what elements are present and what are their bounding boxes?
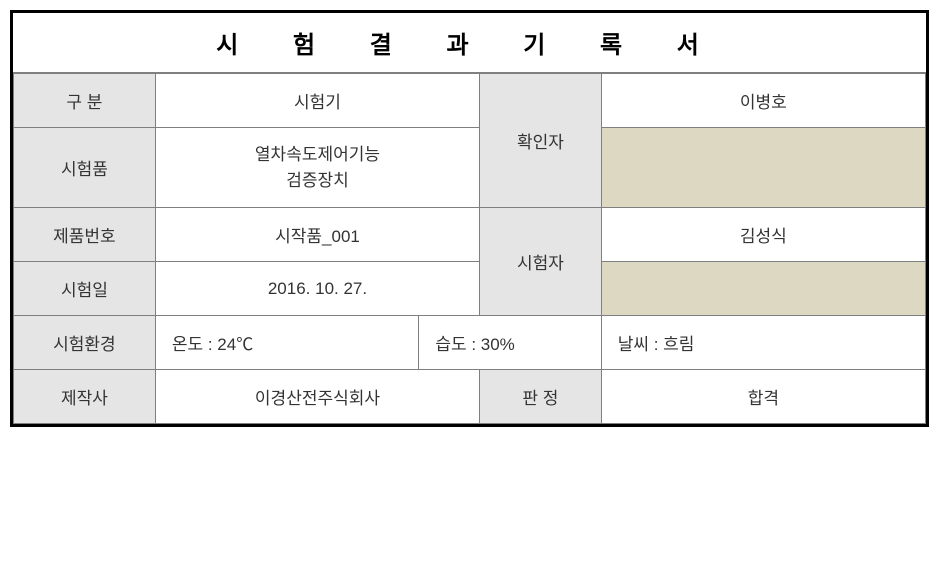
value-tester-sign xyxy=(601,262,925,316)
value-confirmer-sign xyxy=(601,128,925,208)
label-confirmer: 확인자 xyxy=(480,74,602,208)
label-tester: 시험자 xyxy=(480,208,602,316)
report-container: 시 험 결 과 기 록 서 구 분 시험기 확인자 이병호 시험품 열차속도제어… xyxy=(10,10,929,427)
label-product-no: 제품번호 xyxy=(14,208,156,262)
table-row: 제작사 이경산전주식회사 판 정 합격 xyxy=(14,370,926,424)
table-row: 구 분 시험기 확인자 이병호 xyxy=(14,74,926,128)
value-humidity: 습도 : 30% xyxy=(419,316,601,370)
value-confirmer-name: 이병호 xyxy=(601,74,925,128)
table-row: 시험일 2016. 10. 27. xyxy=(14,262,926,316)
label-environment: 시험환경 xyxy=(14,316,156,370)
label-test-date: 시험일 xyxy=(14,262,156,316)
value-verdict: 합격 xyxy=(601,370,925,424)
value-category: 시험기 xyxy=(155,74,479,128)
value-test-date: 2016. 10. 27. xyxy=(155,262,479,316)
test-item-line2: 검증장치 xyxy=(286,171,349,190)
label-test-item: 시험품 xyxy=(14,128,156,208)
value-product-no: 시작품_001 xyxy=(155,208,479,262)
label-manufacturer: 제작사 xyxy=(14,370,156,424)
label-verdict: 판 정 xyxy=(480,370,602,424)
value-tester-name: 김성식 xyxy=(601,208,925,262)
report-table: 구 분 시험기 확인자 이병호 시험품 열차속도제어기능 검증장치 제품번호 시… xyxy=(13,73,926,424)
table-row: 제품번호 시작품_001 시험자 김성식 xyxy=(14,208,926,262)
value-temperature: 온도 : 24℃ xyxy=(155,316,418,370)
report-title: 시 험 결 과 기 록 서 xyxy=(13,13,926,73)
value-test-item: 열차속도제어기능 검증장치 xyxy=(155,128,479,208)
value-manufacturer: 이경산전주식회사 xyxy=(155,370,479,424)
test-item-line1: 열차속도제어기능 xyxy=(255,145,380,164)
table-row: 시험품 열차속도제어기능 검증장치 xyxy=(14,128,926,208)
table-row: 시험환경 온도 : 24℃ 습도 : 30% 날씨 : 흐림 xyxy=(14,316,926,370)
value-weather: 날씨 : 흐림 xyxy=(601,316,925,370)
label-category: 구 분 xyxy=(14,74,156,128)
